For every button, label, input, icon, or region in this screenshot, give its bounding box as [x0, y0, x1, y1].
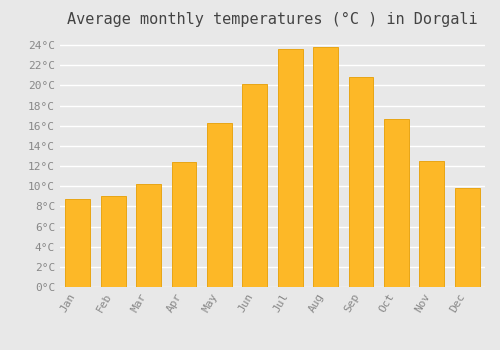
Bar — [66, 199, 90, 287]
Bar — [313, 47, 338, 287]
Bar — [348, 77, 374, 287]
Title: Average monthly temperatures (°C ) in Dorgali: Average monthly temperatures (°C ) in Do… — [67, 12, 478, 27]
Bar — [384, 119, 409, 287]
Bar — [242, 84, 267, 287]
Bar — [207, 123, 232, 287]
Bar — [278, 49, 302, 287]
Bar — [136, 184, 161, 287]
Bar — [172, 162, 196, 287]
Bar — [455, 188, 479, 287]
Bar — [100, 196, 126, 287]
Bar — [420, 161, 444, 287]
